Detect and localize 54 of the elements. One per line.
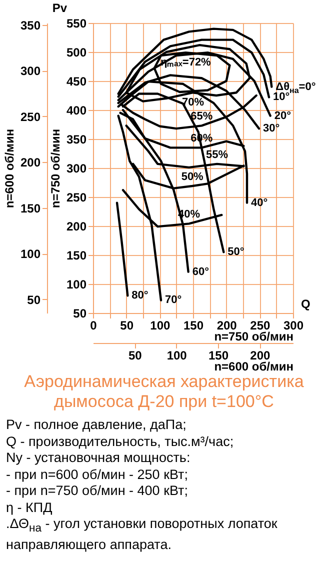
y-tick-label: 500	[66, 46, 87, 60]
y-tick-label: 550	[66, 16, 87, 30]
y-tick-label: 400	[66, 104, 87, 118]
y-tick-label: 450	[66, 74, 87, 88]
annotation: 70°	[165, 294, 182, 306]
text: Pv - полное давление, даПа;	[6, 417, 188, 434]
x-tick-label: 300	[283, 318, 304, 332]
text: Pv	[52, 1, 68, 15]
y-tick-label: 300	[66, 162, 87, 176]
y-axis-title: n=750 об/мин	[48, 128, 62, 208]
x-tick-label: 100	[150, 318, 170, 332]
x2-tick-label: 100	[166, 348, 188, 362]
y2-tick-label: 350	[20, 18, 41, 32]
annotation: 55%	[206, 148, 228, 161]
annotation: 80°	[132, 290, 148, 302]
y2-tick-label: 150	[20, 201, 41, 216]
annotation: 60°	[192, 266, 209, 278]
y2-tick-label: 200	[20, 156, 41, 170]
x-tick-label: 50	[120, 318, 134, 332]
y2-tick-label: 250	[20, 110, 41, 124]
y2-axis-title: n=600 об/мин	[2, 128, 16, 208]
text: - при n=750 об/мин - 400 кВт;	[6, 483, 189, 500]
y2-tick-label: 100	[20, 247, 41, 262]
y-tick-label: 200	[66, 220, 87, 234]
text: Ny - установочная мощность:	[6, 450, 192, 466]
y-tick-label: 350	[66, 132, 87, 146]
text: η - КПД	[6, 500, 54, 516]
text: Аэродинамическая характеристика дымососа Д-20 при t=100°C	[23, 372, 305, 412]
y-tick-label: 50	[73, 306, 87, 320]
x-tick-label: 250	[250, 318, 270, 332]
x-tick-label: 200	[216, 318, 238, 332]
annotation: 70%	[182, 96, 204, 109]
annotation: 50°	[228, 246, 244, 258]
text: Q - производительность, тыс.м³/час;	[6, 434, 235, 450]
x2-axis-title: n=600 об/мин	[214, 360, 294, 374]
y-tick-label: 150	[66, 248, 87, 262]
x2-tick-label: 50	[128, 348, 142, 362]
x-tick-label: 0	[90, 318, 98, 332]
y-tick-label: 100	[66, 278, 87, 292]
x-tick-label: 150	[183, 318, 204, 332]
annotation: 40°	[251, 196, 268, 209]
text: Q	[301, 297, 310, 311]
x2-tick-label: 200	[250, 348, 270, 362]
annotation: 50%	[181, 170, 204, 183]
annotation: 65%	[190, 110, 213, 123]
y-tick-label: 250	[66, 190, 87, 204]
annotation: 30°	[263, 122, 280, 135]
text: .ΔΘ$_{на}$ - угол установки поворотных лопаток направляющего аппарата.	[6, 516, 278, 554]
y2-tick-label: 50	[27, 292, 41, 307]
x2-tick-label: 150	[208, 348, 229, 362]
x-axis-title: n=750 об/мин	[214, 330, 294, 344]
y2-tick-label: 300	[20, 64, 41, 78]
text: - при n=600 об/мин - 250 кВт;	[6, 466, 189, 483]
annotation: 20°	[274, 110, 291, 122]
